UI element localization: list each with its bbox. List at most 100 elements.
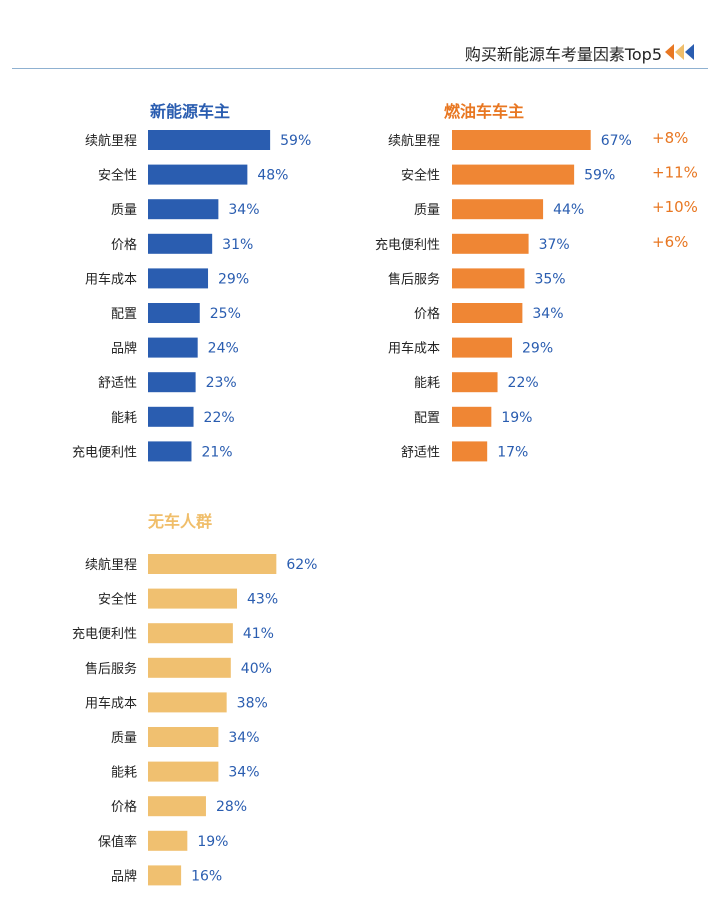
value-label: 67% (601, 133, 632, 149)
category-label: 能耗 (414, 376, 440, 391)
bar (148, 830, 188, 851)
bar (452, 372, 498, 393)
chart-title: 新能源车主 (150, 102, 230, 121)
value-label: 22% (204, 410, 235, 426)
category-label: 能耗 (111, 766, 137, 781)
triple-arrow-icon (665, 44, 694, 60)
arrow-left-icon (665, 44, 674, 60)
bar (148, 796, 206, 817)
bar (148, 727, 219, 747)
bar (452, 268, 525, 289)
page-title: 购买新能源车考量因素Top5 (464, 45, 662, 64)
bar (148, 623, 233, 644)
bar (452, 337, 513, 358)
delta-annotation: +11% (652, 164, 698, 182)
bar (452, 233, 529, 254)
value-label: 43% (247, 592, 278, 608)
category-label: 价格 (111, 237, 137, 253)
value-label: 31% (222, 237, 253, 253)
category-label: 续航里程 (388, 133, 440, 149)
header: 购买新能源车考量因素Top5 (0, 0, 720, 72)
bar (148, 692, 227, 713)
category-label: 能耗 (111, 411, 137, 426)
category-label: 舒适性 (401, 445, 440, 460)
category-label: 充电便利性 (375, 237, 440, 253)
category-label: 价格 (414, 306, 440, 322)
value-label: 35% (534, 271, 565, 287)
category-label: 品牌 (111, 341, 137, 357)
bar (148, 657, 231, 678)
category-label: 用车成本 (85, 695, 137, 711)
category-label: 售后服务 (388, 271, 440, 287)
category-label: 用车成本 (85, 271, 137, 287)
category-label: 质量 (414, 203, 440, 218)
value-label: 48% (257, 168, 288, 184)
bar (148, 554, 277, 574)
category-label: 安全性 (401, 168, 440, 184)
value-label: 37% (539, 237, 570, 253)
bar (148, 441, 192, 462)
delta-annotation: +8% (652, 129, 688, 147)
value-label: 16% (191, 868, 222, 884)
bar (452, 130, 591, 150)
value-label: 34% (532, 306, 563, 322)
value-label: 23% (206, 375, 237, 391)
category-label: 售后服务 (85, 661, 137, 677)
category-label: 价格 (111, 799, 137, 815)
value-label: 19% (501, 410, 532, 426)
value-label: 19% (197, 834, 228, 850)
value-label: 17% (497, 444, 528, 460)
value-label: 29% (522, 341, 553, 357)
category-label: 安全性 (98, 592, 137, 608)
bar (148, 233, 213, 254)
value-label: 22% (508, 375, 539, 391)
value-label: 28% (216, 799, 247, 815)
category-label: 充电便利性 (72, 444, 137, 460)
value-label: 34% (228, 202, 259, 218)
bar (148, 761, 219, 782)
category-label: 续航里程 (85, 133, 137, 149)
value-label: 62% (286, 557, 317, 573)
category-label: 配置 (111, 307, 137, 322)
chart-title: 无车人群 (147, 512, 212, 531)
category-label: 用车成本 (388, 341, 440, 357)
bar (452, 441, 488, 462)
bar (148, 303, 200, 323)
value-label: 29% (218, 271, 249, 287)
bar (148, 337, 198, 358)
bar (452, 303, 523, 323)
category-label: 保值率 (98, 834, 137, 850)
delta-annotation: +10% (652, 198, 698, 216)
header-divider (12, 68, 708, 69)
bar (452, 164, 575, 185)
value-label: 34% (228, 730, 259, 746)
arrow-right-icon (685, 44, 694, 60)
bar (148, 406, 194, 427)
value-label: 44% (553, 202, 584, 218)
chart-title: 燃油车车主 (444, 102, 524, 121)
bar (148, 164, 248, 185)
value-label: 34% (228, 765, 259, 781)
category-label: 续航里程 (85, 557, 137, 573)
bar (148, 372, 196, 393)
value-label: 38% (237, 695, 268, 711)
value-label: 41% (243, 626, 274, 642)
value-label: 59% (584, 168, 615, 184)
value-label: 25% (210, 306, 241, 322)
bar (148, 588, 238, 609)
bar (148, 199, 219, 220)
delta-annotation: +6% (652, 233, 688, 251)
category-label: 舒适性 (98, 376, 137, 391)
value-label: 24% (208, 341, 239, 357)
bar (148, 130, 271, 150)
bar (452, 406, 492, 427)
category-label: 安全性 (98, 168, 137, 184)
arrow-middle-icon (675, 44, 684, 60)
value-label: 59% (280, 133, 311, 149)
category-label: 质量 (111, 731, 137, 746)
bar (148, 268, 209, 289)
bar (148, 865, 182, 886)
